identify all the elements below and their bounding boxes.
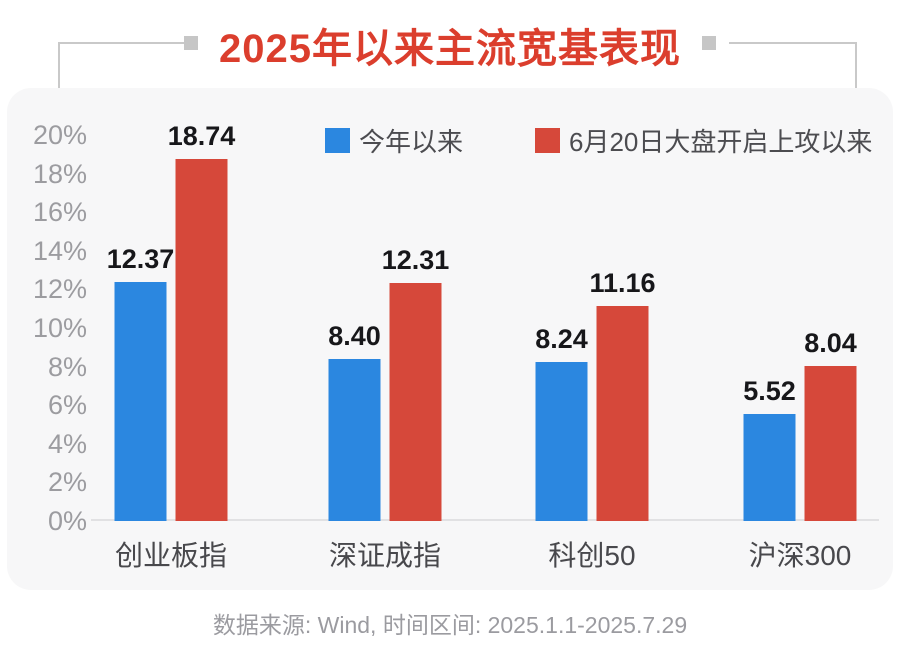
bar-column: 5.52 <box>743 376 796 521</box>
bar-series-1 <box>804 365 857 521</box>
bar-column: 8.40 <box>328 320 381 521</box>
category-label: 深证成指 <box>328 540 442 571</box>
bar-column: 18.74 <box>168 121 235 521</box>
bar-value-label: 8.24 <box>535 323 588 354</box>
title-bracket-right-square-icon <box>702 36 716 50</box>
legend-label: 今年以来 <box>359 127 464 157</box>
chart-title: 2025年以来主流宽基表现 <box>219 27 681 71</box>
category-label: 沪深300 <box>748 540 852 571</box>
bar-value-label: 18.74 <box>167 121 236 152</box>
bar-series-1 <box>596 305 649 521</box>
y-axis-tick-label: 18% <box>32 158 87 189</box>
title-bracket-left-line <box>58 42 186 89</box>
title-bracket-right-line <box>729 42 857 89</box>
legend-label: 6月20日大盘开启上攻以来 <box>569 127 873 157</box>
x-axis-line <box>91 519 879 521</box>
y-axis-tick-label: 12% <box>32 274 87 305</box>
category-label: 创业板指 <box>114 540 228 571</box>
bar-group-0: 12.37 18.74 <box>107 121 235 521</box>
chart-panel: 今年以来 6月20日大盘开启上攻以来 20% 18% 16% 14% 12% 10% 8% 6%… <box>7 88 893 590</box>
bar-value-label: 12.37 <box>106 244 175 275</box>
plot-area: 今年以来 6月20日大盘开启上攻以来 20% 18% 16% 14% 12% 10% 8% 6%… <box>7 88 893 590</box>
y-axis-tick-label: 10% <box>32 313 87 343</box>
bar-group-2: 8.24 11.16 <box>535 268 656 521</box>
y-axis-tick-label: 4% <box>47 428 87 459</box>
bar-series-1 <box>175 159 228 521</box>
y-axis-tick-label: 2% <box>47 467 87 498</box>
title-bracket-left-square-icon <box>184 36 198 50</box>
y-axis-tick-label: 14% <box>32 235 87 266</box>
bar-column: 12.31 <box>382 245 449 521</box>
bar-series-0 <box>535 361 588 521</box>
legend-swatch-icon <box>325 128 350 153</box>
bar-series-0 <box>114 282 167 521</box>
legend-item-1: 6月20日大盘开启上攻以来 <box>535 122 872 159</box>
y-axis-tick-label: 8% <box>47 351 87 382</box>
y-axis-tick-label: 6% <box>47 390 87 421</box>
bar-column: 12.37 <box>107 244 174 521</box>
legend: 今年以来 6月20日大盘开启上攻以来 <box>325 122 872 159</box>
bar-series-1 <box>389 283 442 521</box>
bar-value-label: 12.31 <box>381 245 450 276</box>
bar-value-label: 8.40 <box>328 320 381 351</box>
bar-value-label: 8.04 <box>804 327 857 358</box>
bar-value-label: 11.16 <box>589 267 656 298</box>
y-axis-tick-label: 20% <box>32 120 87 150</box>
bar-column: 8.24 <box>535 323 588 521</box>
y-axis-tick-label: 16% <box>32 197 87 228</box>
legend-swatch-icon <box>535 128 561 153</box>
data-source-note: 数据来源: Wind, 时间区间: 2025.1.1-2025.7.29 <box>212 612 688 638</box>
y-axis-tick-label: 0% <box>47 506 87 536</box>
category-label: 科创50 <box>548 540 636 571</box>
bar-series-0 <box>743 414 796 521</box>
bar-series-0 <box>328 358 381 521</box>
bar-group-3: 5.52 8.04 <box>743 327 857 521</box>
bar-group-1: 8.40 12.31 <box>328 245 449 521</box>
bar-value-label: 5.52 <box>743 376 796 407</box>
legend-item-0: 今年以来 <box>325 122 463 159</box>
bar-column: 8.04 <box>804 327 857 521</box>
bar-column: 11.16 <box>589 268 656 521</box>
